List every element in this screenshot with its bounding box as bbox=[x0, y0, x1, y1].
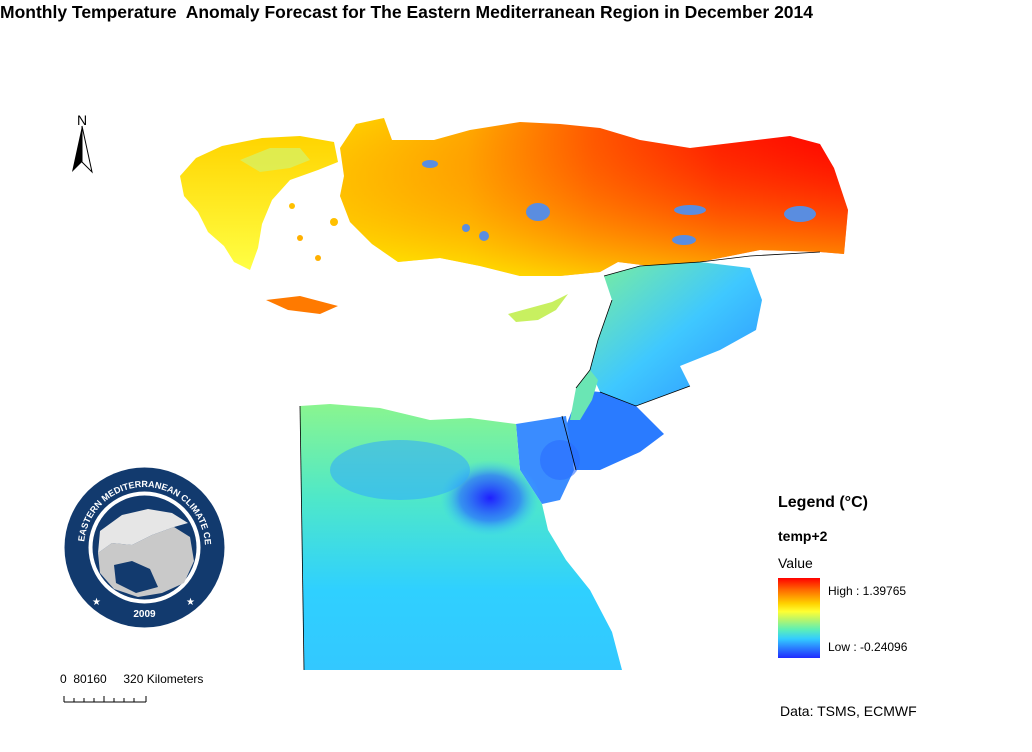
svg-text:★: ★ bbox=[186, 597, 195, 608]
north-label: N bbox=[77, 112, 88, 128]
data-source: Data: TSMS, ECMWF bbox=[780, 703, 917, 719]
legend-layer-name: temp+2 bbox=[778, 528, 828, 544]
legend-color-ramp bbox=[778, 578, 820, 658]
logo-year: 2009 bbox=[133, 609, 156, 620]
legend-low-label: Low : -0.24096 bbox=[828, 640, 908, 654]
cyprus-region bbox=[508, 294, 568, 322]
egypt-region bbox=[300, 404, 622, 670]
climate-centre-logo: 2009 ★ ★ EASTERN MEDITERRANEAN CLIMATE C… bbox=[62, 465, 225, 628]
israel-region bbox=[570, 370, 598, 420]
north-arrow-icon bbox=[72, 125, 93, 174]
legend-value-label: Value bbox=[778, 555, 813, 571]
greece-region bbox=[180, 136, 338, 314]
scale-bar-label: 0 80160 320 Kilometers bbox=[60, 672, 204, 686]
svg-text:★: ★ bbox=[92, 597, 101, 608]
map-title: Monthly Temperature Anomaly Forecast for… bbox=[0, 2, 813, 22]
levant-region bbox=[562, 390, 664, 470]
scale-bar bbox=[63, 696, 147, 703]
legend-high-label: High : 1.39765 bbox=[828, 584, 907, 598]
syria-region bbox=[590, 262, 762, 406]
country-borders bbox=[299, 251, 821, 671]
legend-title: Legend (°C) bbox=[778, 494, 868, 511]
turkey-region bbox=[340, 118, 848, 276]
